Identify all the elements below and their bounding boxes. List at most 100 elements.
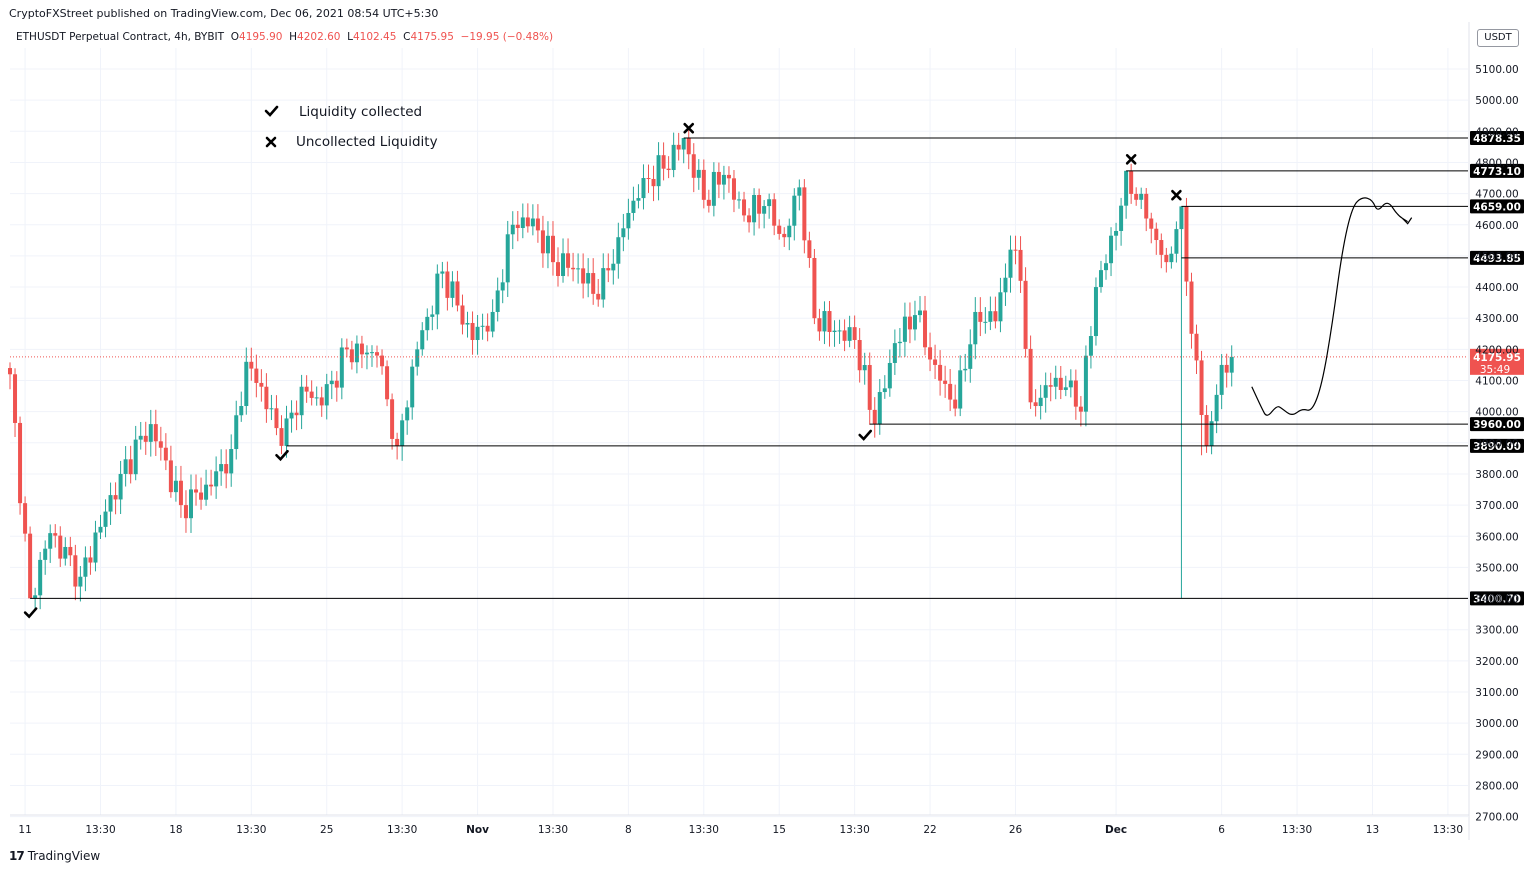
level-badge-label: 3960.00 <box>1473 419 1521 431</box>
candle-body <box>279 428 284 446</box>
liquidity-markers <box>23 122 1182 619</box>
candle-body <box>88 557 93 563</box>
candle-body <box>706 199 711 206</box>
candle-body <box>1134 193 1139 200</box>
symbol-title[interactable]: ETHUSDT Perpetual Contract, 4h, BYBIT <box>16 31 225 43</box>
candle-body <box>737 199 741 201</box>
x-tick-label: 13:30 <box>85 824 115 836</box>
candle-body <box>1209 421 1214 446</box>
y-tick-label: 4700.00 <box>1475 189 1518 201</box>
candle-body <box>696 169 701 178</box>
candle-body <box>1154 228 1159 241</box>
candle-body <box>18 422 23 504</box>
level-badge <box>1470 417 1524 432</box>
currency-selector[interactable]: USDT <box>1477 29 1519 47</box>
candle-body <box>631 200 636 213</box>
candle-body <box>1104 263 1109 271</box>
open-value: 4195.90 <box>239 31 283 43</box>
candle-body <box>128 459 133 475</box>
candle-body <box>1093 287 1098 337</box>
candle-body <box>686 138 691 155</box>
close-value: 4175.95 <box>410 31 454 43</box>
check-icon <box>858 429 872 441</box>
candle-body <box>641 178 646 199</box>
candle-body <box>596 293 601 300</box>
candle-body <box>214 471 219 487</box>
candle-body <box>505 234 510 283</box>
candle-body <box>274 408 279 429</box>
candle-body <box>535 218 540 231</box>
candle-body <box>1058 377 1063 390</box>
candle-body <box>540 230 545 254</box>
symbol-ohlc-header: ETHUSDT Perpetual Contract, 4h, BYBIT O4… <box>16 31 553 43</box>
candle-body <box>661 155 666 169</box>
candle-body <box>606 268 611 271</box>
candle-body <box>646 178 651 180</box>
level-badge-label: 4773.10 <box>1473 166 1521 178</box>
candle-body <box>566 253 571 268</box>
candle-body <box>747 215 752 223</box>
candle-body <box>168 460 173 493</box>
candle-body <box>299 386 304 416</box>
candle-body <box>1184 206 1189 282</box>
candle-body <box>28 533 33 599</box>
x-tick-label: Dec <box>1105 824 1127 836</box>
candle-body <box>123 459 128 474</box>
candle-body <box>400 420 405 446</box>
candle-body <box>385 366 390 400</box>
candle-body <box>1194 333 1199 361</box>
candle-body <box>912 315 917 330</box>
level-badge <box>1470 199 1524 214</box>
candle-body <box>988 311 993 322</box>
candle-body <box>1013 249 1018 251</box>
candle-body <box>209 484 214 487</box>
x-tick-label: 15 <box>773 824 786 836</box>
candle-body <box>510 224 515 235</box>
candle-body <box>651 178 656 187</box>
candle-body <box>626 212 631 229</box>
open-label: O <box>230 31 240 43</box>
candle-body <box>943 380 948 384</box>
candle-body <box>284 418 289 446</box>
legend-label: Uncollected Liquidity <box>296 134 438 150</box>
y-tick-label: 2700.00 <box>1475 812 1518 824</box>
candle-body <box>304 386 309 392</box>
candle-body <box>334 380 339 388</box>
footer-brand[interactable]: 17 TradingView <box>9 849 100 863</box>
x-tick-label: 11 <box>18 824 31 836</box>
candle-body <box>933 359 938 365</box>
candle-body <box>415 349 420 367</box>
check-icon <box>23 607 38 619</box>
candle-body <box>1224 364 1229 373</box>
candle-body <box>204 484 209 500</box>
candle-body <box>1149 218 1154 229</box>
candle-body <box>1219 364 1224 395</box>
legend-cross-icon <box>265 136 277 148</box>
y-tick-label: 4000.00 <box>1475 407 1518 419</box>
candle-body <box>772 199 777 226</box>
candle-body <box>978 311 983 322</box>
candle-body <box>8 368 12 375</box>
candle-body <box>1109 235 1114 264</box>
level-badge-label: 3890.00 <box>1473 441 1521 453</box>
candle-body <box>395 438 400 446</box>
candle-body <box>440 271 445 274</box>
candle-body <box>953 399 958 409</box>
level-badge <box>1470 163 1524 178</box>
candle-body <box>832 330 837 333</box>
footer-brand-text: TradingView <box>27 849 101 863</box>
y-tick-label: 3900.00 <box>1475 438 1518 450</box>
candle-body <box>581 268 586 284</box>
candle-body <box>1214 394 1219 422</box>
candle-body <box>118 473 123 500</box>
chart-grid <box>10 48 1468 818</box>
candle-body <box>958 370 963 409</box>
candle-body <box>319 397 324 406</box>
candle-body <box>98 526 103 533</box>
candle-body <box>1119 205 1124 231</box>
candle-body <box>359 343 364 355</box>
candle-body <box>601 268 606 300</box>
candle-body <box>103 511 108 527</box>
candle-body <box>485 325 490 332</box>
